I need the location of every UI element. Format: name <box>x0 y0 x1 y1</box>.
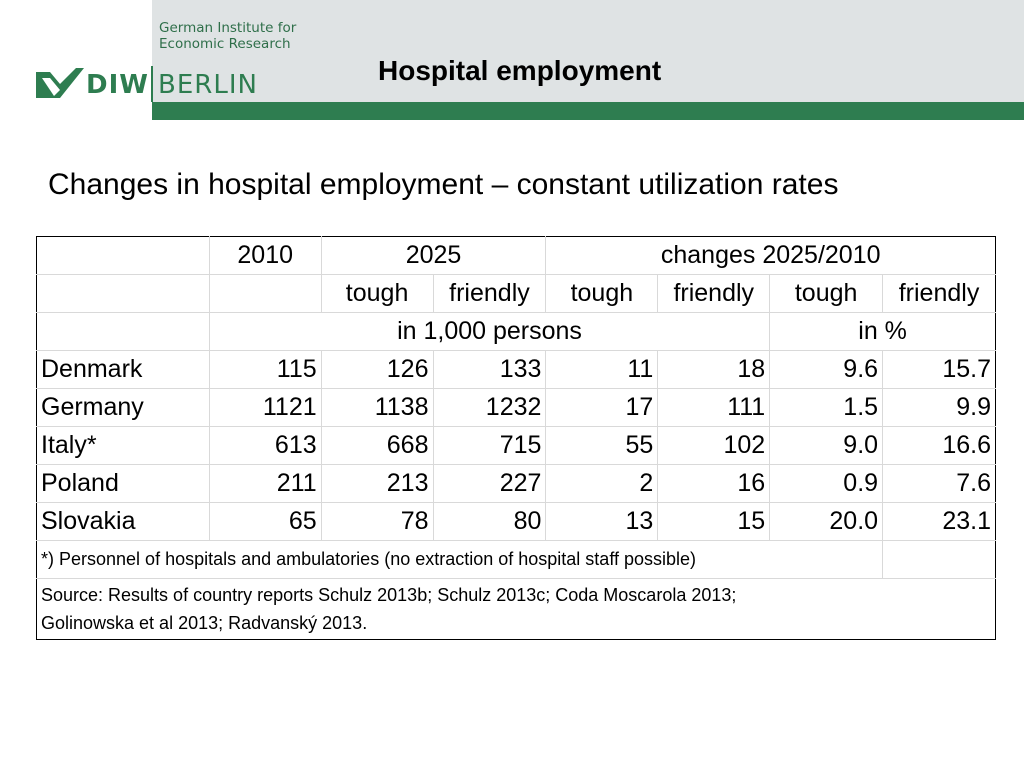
slide-subtitle: Changes in hospital employment – constan… <box>48 168 839 201</box>
header-friendly-2025: friendly <box>432 274 547 313</box>
header-changes: changes 2025/2010 <box>545 236 996 275</box>
value-tough-abs: 2 <box>545 464 659 503</box>
source-line-2: Golinowska et al 2013; Radvanský 2013. <box>41 613 368 633</box>
slide-title: Hospital employment <box>378 55 662 86</box>
value-tough-2025: 213 <box>320 464 434 503</box>
value-tough-2025: 668 <box>320 426 434 465</box>
header-band <box>152 0 1024 102</box>
value-friendly-2025: 227 <box>432 464 547 503</box>
source-line-1: Source: Results of country reports Schul… <box>41 585 737 605</box>
value-friendly-pct: 16.6 <box>882 426 996 465</box>
value-friendly-abs: 15 <box>657 502 771 541</box>
institute-line-2: Economic Research <box>159 36 291 52</box>
header-row-units: in 1,000 persons in % <box>36 312 996 351</box>
value-tough-pct: 9.6 <box>769 350 884 389</box>
value-2010: 65 <box>208 502 322 541</box>
source-note: Source: Results of country reports Schul… <box>36 578 996 640</box>
footnote-row: *) Personnel of hospitals and ambulatori… <box>35 540 996 579</box>
value-tough-pct: 9.0 <box>769 426 884 465</box>
country-cell: Denmark <box>36 350 210 389</box>
value-friendly-pct: 23.1 <box>882 502 996 541</box>
value-friendly-pct: 15.7 <box>882 350 996 389</box>
unit-persons: in 1,000 persons <box>208 312 771 351</box>
country-cell: Slovakia <box>36 502 210 541</box>
value-friendly-abs: 18 <box>657 350 771 389</box>
value-friendly-abs: 16 <box>657 464 771 503</box>
value-tough-pct: 1.5 <box>769 388 884 427</box>
value-friendly-abs: 102 <box>657 426 771 465</box>
value-friendly-2025: 1232 <box>432 388 547 427</box>
header-empty-cell <box>36 274 210 313</box>
value-tough-abs: 13 <box>545 502 659 541</box>
value-friendly-abs: 111 <box>657 388 771 427</box>
value-2010: 613 <box>208 426 322 465</box>
value-friendly-pct: 7.6 <box>882 464 996 503</box>
logo-separator <box>151 66 153 102</box>
header-2025: 2025 <box>320 236 547 275</box>
unit-percent: in % <box>769 312 996 351</box>
table-row: Germany 1121 1138 1232 17 111 1.5 9.9 <box>36 388 996 427</box>
header-row-scenarios: tough friendly tough friendly tough frie… <box>36 274 996 313</box>
value-tough-2025: 1138 <box>320 388 434 427</box>
value-2010: 115 <box>208 350 322 389</box>
employment-table: 2010 2025 changes 2025/2010 tough friend… <box>35 236 996 640</box>
value-tough-pct: 20.0 <box>769 502 884 541</box>
value-tough-2025: 78 <box>320 502 434 541</box>
value-2010: 211 <box>208 464 322 503</box>
footnote: *) Personnel of hospitals and ambulatori… <box>35 540 884 579</box>
table-row: Denmark 115 126 133 11 18 9.6 15.7 <box>36 350 996 389</box>
value-friendly-pct: 9.9 <box>882 388 996 427</box>
value-friendly-2025: 133 <box>432 350 547 389</box>
institute-name: German Institute for Economic Research <box>159 20 296 52</box>
header-tough-2025: tough <box>320 274 434 313</box>
header-tough-abs: tough <box>545 274 659 313</box>
header-tough-pct: tough <box>769 274 884 313</box>
value-friendly-2025: 80 <box>432 502 547 541</box>
value-tough-2025: 126 <box>320 350 434 389</box>
header-friendly-pct: friendly <box>882 274 996 313</box>
footnote-empty-cell <box>882 540 996 579</box>
header-row-years: 2010 2025 changes 2025/2010 <box>36 236 996 275</box>
header-empty-cell <box>36 236 210 275</box>
country-cell: Italy* <box>36 426 210 465</box>
header-2010: 2010 <box>208 236 322 275</box>
table-row: Italy* 613 668 715 55 102 9.0 16.6 <box>36 426 996 465</box>
header-friendly-abs: friendly <box>657 274 771 313</box>
value-friendly-2025: 715 <box>432 426 547 465</box>
header-empty-cell <box>36 312 210 351</box>
value-tough-pct: 0.9 <box>769 464 884 503</box>
diw-logo-icon <box>36 68 84 98</box>
country-cell: Germany <box>36 388 210 427</box>
value-tough-abs: 11 <box>545 350 659 389</box>
source-row: Source: Results of country reports Schul… <box>36 578 996 640</box>
institute-line-1: German Institute for <box>159 20 297 36</box>
table-row: Poland 211 213 227 2 16 0.9 7.6 <box>36 464 996 503</box>
value-tough-abs: 55 <box>545 426 659 465</box>
header-empty-cell <box>208 274 322 313</box>
table-row: Slovakia 65 78 80 13 15 20.0 23.1 <box>36 502 996 541</box>
value-tough-abs: 17 <box>545 388 659 427</box>
logo-berlin-text: BERLIN <box>158 70 258 100</box>
header-accent-bar <box>152 102 1024 120</box>
logo-diw-text: DIW <box>86 70 149 100</box>
country-cell: Poland <box>36 464 210 503</box>
value-2010: 1121 <box>208 388 322 427</box>
